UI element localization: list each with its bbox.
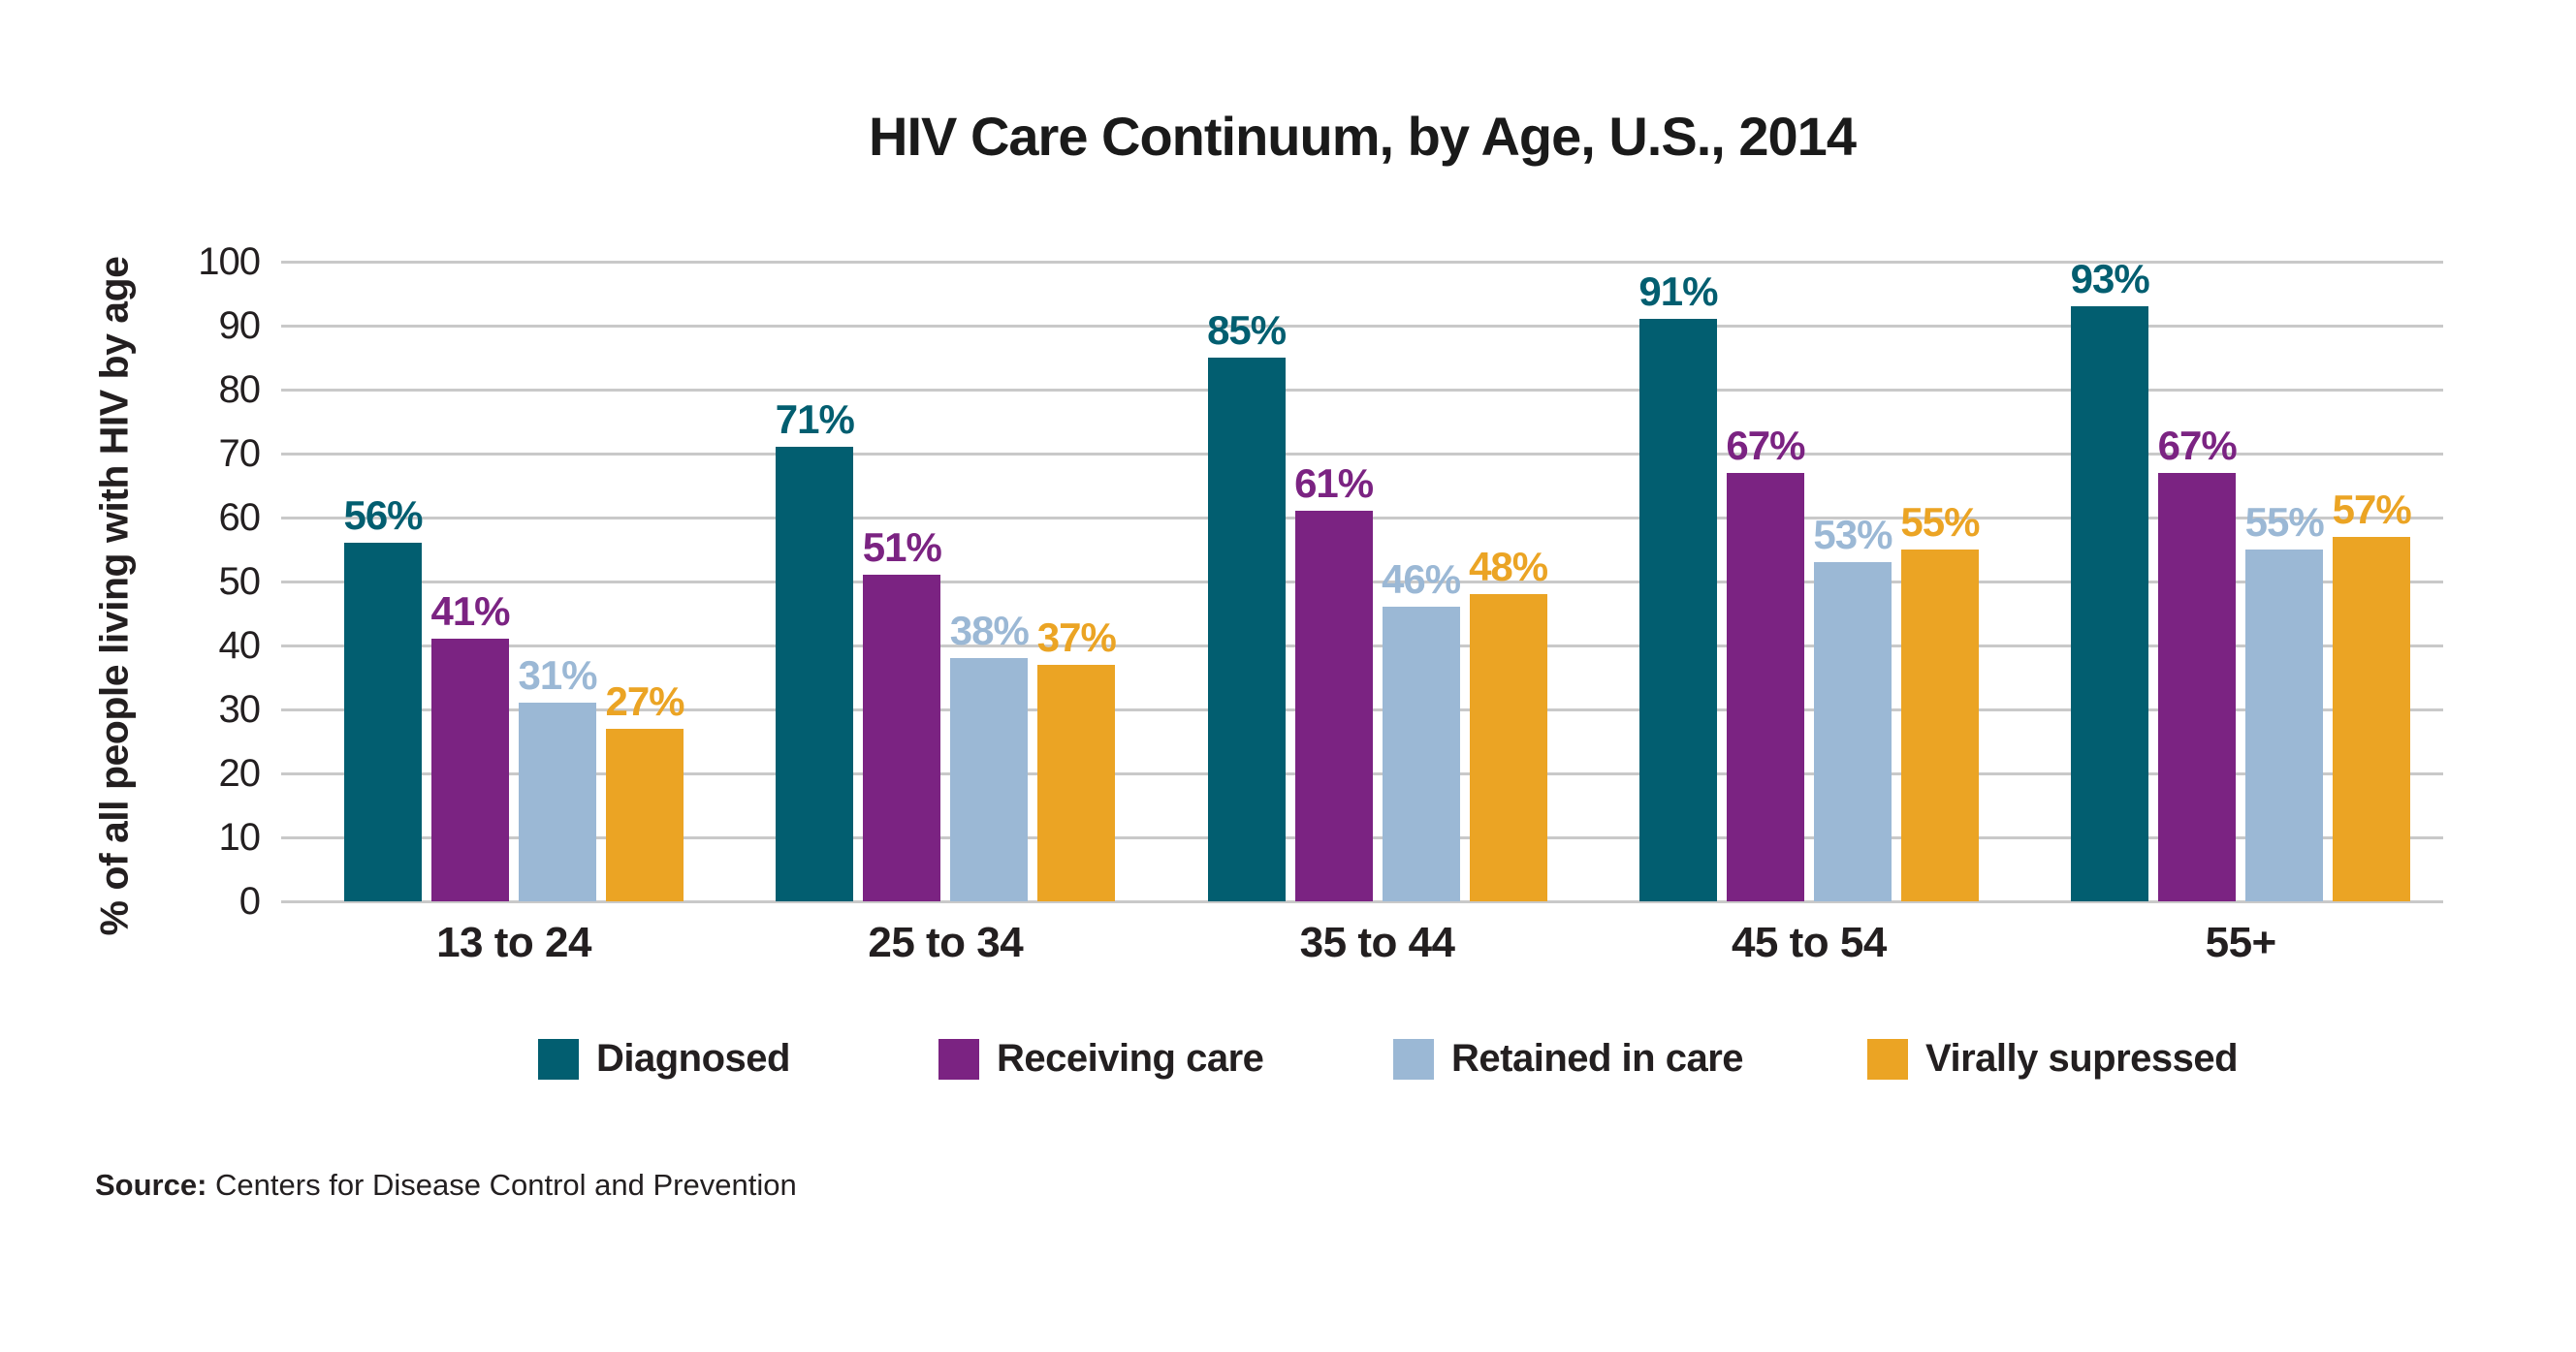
source-note: Source: Centers for Disease Control and … [95,1168,797,1203]
bar-value-label: 37% [1036,613,1117,660]
legend-swatch [1867,1039,1908,1080]
y-tick-label: 100 [198,240,261,283]
bar [344,543,422,901]
bar [1726,472,1804,901]
bar [519,703,596,901]
source-label: Source: [95,1168,207,1202]
bar [863,575,941,901]
bar [950,658,1029,901]
bar-value-label: 48% [1469,544,1548,590]
bar [1294,511,1373,901]
x-axis-label: 55+ [2205,919,2277,966]
bar [606,728,684,901]
gridline [281,900,2443,903]
legend-label: Receiving care [997,1037,1264,1080]
bar-value-label: 31% [518,652,597,699]
bar-value-label: 41% [430,588,510,635]
y-tick-label: 20 [218,752,262,795]
legend-swatch [938,1039,979,1080]
bar [1207,358,1286,901]
bar [1900,550,1979,901]
bar-value-label: 85% [1207,307,1287,353]
bar-value-label: 53% [1813,512,1892,558]
gridline [281,325,2443,328]
legend-label: Retained in care [1451,1037,1744,1080]
y-tick-label: 90 [218,304,262,347]
y-tick-label: 10 [218,816,262,859]
legend-swatch [538,1039,579,1080]
legend-swatch [1393,1039,1434,1080]
legend-label: Diagnosed [596,1037,790,1080]
bar-value-label: 38% [949,608,1030,654]
y-tick-label: 80 [218,368,262,411]
bar-value-label: 55% [2244,499,2325,545]
bar [1638,319,1717,901]
bar-value-label: 46% [1382,556,1461,603]
x-axis-label: 13 to 24 [436,919,591,966]
legend-label: Virally supressed [1925,1037,2239,1080]
gridline [281,453,2443,456]
y-tick-label: 70 [218,432,262,475]
bar [2071,306,2149,901]
gridline [281,389,2443,392]
chart-title: HIV Care Continuum, by Age, U.S., 2014 [869,106,1857,167]
bar-value-label: 91% [1638,268,1718,315]
bar [2158,472,2237,901]
bar [776,447,854,901]
y-tick-label: 60 [218,496,262,539]
bar-value-label: 57% [2332,486,2412,532]
bar [1813,562,1892,901]
bar-value-label: 51% [862,524,942,571]
bar-value-label: 61% [1294,460,1374,507]
bar [1469,594,1547,901]
source-text: Centers for Disease Control and Preventi… [215,1168,797,1202]
y-tick-label: 0 [239,880,261,923]
bar-value-label: 56% [343,492,423,539]
bar [1382,607,1460,901]
gridline [281,261,2443,264]
y-tick-label: 50 [218,560,262,603]
x-axis-label: 35 to 44 [1299,919,1455,966]
bar-value-label: 55% [1900,499,1980,545]
y-tick-label: 40 [218,624,262,667]
bar-value-label: 71% [775,396,855,443]
bar-value-label: 93% [2070,256,2150,302]
bar [1037,664,1116,901]
bar-value-label: 67% [1726,422,1805,468]
bar-value-label: 27% [605,677,684,724]
bar [431,639,509,901]
x-axis-label: 45 to 54 [1731,919,1887,966]
bar [2333,536,2411,901]
bar-value-label: 67% [2157,422,2238,468]
y-tick-label: 30 [218,688,262,731]
x-axis-label: 25 to 34 [868,919,1024,966]
bar [2245,550,2324,901]
